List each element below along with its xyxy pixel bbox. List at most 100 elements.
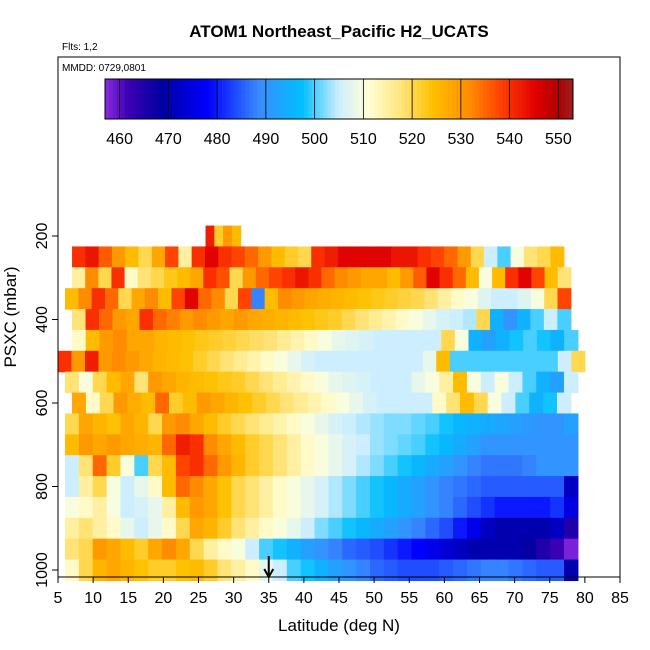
heatmap-cell bbox=[179, 309, 194, 331]
colorbar-tick-label: 470 bbox=[155, 131, 182, 148]
colorbar-swatch bbox=[163, 79, 168, 119]
colorbar-swatch bbox=[565, 79, 570, 119]
heatmap-cell bbox=[92, 559, 108, 582]
heatmap-cell bbox=[162, 455, 177, 477]
heatmap-cell bbox=[179, 350, 194, 373]
heatmap-cell bbox=[363, 392, 378, 415]
heatmap-cell bbox=[425, 476, 440, 498]
heatmap-cell bbox=[480, 496, 496, 519]
heatmap-cell bbox=[508, 538, 524, 561]
heatmap-cell bbox=[124, 267, 139, 289]
heatmap-cell bbox=[351, 246, 366, 268]
heatmap-cell bbox=[217, 434, 232, 456]
colorbar-swatch bbox=[276, 79, 281, 119]
x-tick-label: 55 bbox=[400, 590, 418, 607]
heatmap-cell bbox=[85, 392, 101, 415]
heatmap-cell bbox=[411, 434, 426, 456]
heatmap-cell bbox=[162, 559, 177, 582]
heatmap-cell bbox=[314, 434, 329, 456]
heatmap-cell bbox=[231, 413, 246, 435]
heatmap-cell bbox=[231, 371, 246, 394]
heatmap-cell bbox=[494, 413, 510, 435]
heatmap-cell bbox=[411, 476, 426, 498]
heatmap-cell bbox=[383, 371, 399, 394]
heatmap-cell bbox=[264, 288, 279, 310]
heatmap-cell bbox=[78, 538, 94, 561]
heatmap-cell bbox=[466, 371, 482, 394]
heatmap-cell bbox=[148, 371, 163, 394]
colorbar-swatch bbox=[545, 79, 551, 119]
heatmap-cell bbox=[509, 329, 524, 352]
heatmap-cell bbox=[92, 413, 108, 435]
heatmap-cell bbox=[71, 350, 86, 373]
heatmap-cell bbox=[543, 309, 558, 331]
heatmap-cell bbox=[466, 496, 482, 519]
colorbar-swatch bbox=[518, 79, 523, 119]
heatmap-cell bbox=[251, 288, 266, 310]
colorbar-swatch bbox=[198, 79, 203, 119]
x-tick-label: 80 bbox=[576, 590, 594, 607]
heatmap-cell bbox=[155, 392, 170, 415]
heatmap-cell bbox=[439, 371, 454, 394]
heatmap-cell bbox=[291, 288, 306, 310]
colorbar-swatch bbox=[261, 79, 266, 119]
heatmap-cell bbox=[148, 455, 163, 477]
heatmap-cell bbox=[203, 538, 219, 561]
colorbar-swatch bbox=[420, 79, 426, 119]
heatmap-cell bbox=[342, 434, 357, 456]
heatmap-cell bbox=[125, 350, 140, 373]
heatmap-cell bbox=[383, 496, 399, 519]
heatmap-cell bbox=[85, 267, 99, 289]
heatmap-cell bbox=[231, 246, 246, 268]
heatmap-cell bbox=[314, 309, 329, 331]
heatmap-cell bbox=[78, 559, 94, 582]
heatmap-cell bbox=[203, 455, 219, 477]
heatmap-cell bbox=[152, 309, 168, 331]
colorbar-swatch bbox=[471, 79, 476, 119]
heatmap-cell bbox=[204, 246, 219, 268]
heatmap-cell bbox=[162, 434, 177, 456]
heatmap-cell bbox=[78, 517, 94, 540]
heatmap-cell bbox=[92, 371, 108, 394]
heatmap-cell bbox=[297, 246, 312, 268]
heatmap-cell bbox=[274, 309, 289, 331]
heatmap-cell bbox=[65, 476, 80, 498]
y-tick-label: 800 bbox=[34, 473, 51, 500]
heatmap-cell bbox=[274, 350, 289, 373]
heatmap-cell bbox=[245, 476, 260, 498]
heatmap-cell bbox=[120, 476, 135, 498]
heatmap-cell bbox=[563, 517, 579, 540]
heatmap-cell bbox=[400, 267, 414, 289]
heatmap-cell bbox=[556, 392, 572, 415]
heatmap-cell bbox=[369, 371, 385, 394]
heatmap-cell bbox=[99, 392, 115, 415]
heatmap-cell bbox=[152, 350, 167, 373]
heatmap-cell bbox=[356, 517, 371, 540]
colorbar-swatch bbox=[307, 79, 313, 119]
heatmap-cell bbox=[266, 392, 281, 415]
colorbar-swatch bbox=[381, 79, 387, 119]
heatmap-cell bbox=[203, 496, 219, 519]
heatmap-cell bbox=[425, 413, 440, 435]
heatmap-cell bbox=[439, 538, 454, 561]
heatmap-cell bbox=[293, 392, 309, 415]
heatmap-cell bbox=[178, 246, 193, 268]
heatmap-cell bbox=[260, 350, 275, 373]
heatmap-cell bbox=[91, 288, 106, 310]
heatmap-cell bbox=[120, 496, 135, 519]
colorbar-swatch bbox=[288, 79, 293, 119]
heatmap-cell bbox=[286, 476, 302, 498]
heatmap-cell bbox=[397, 517, 413, 540]
heatmap-cell bbox=[544, 267, 559, 289]
heatmap-cell bbox=[530, 309, 545, 331]
heatmap-cell bbox=[439, 455, 454, 477]
heatmap-cell bbox=[571, 350, 586, 373]
heatmap-cell bbox=[271, 246, 286, 268]
heatmap-cell bbox=[342, 455, 357, 477]
colorbar-swatch bbox=[514, 79, 519, 119]
heatmap-cell bbox=[111, 246, 126, 268]
heatmap-cell bbox=[494, 559, 510, 582]
heatmap-cell bbox=[437, 288, 452, 310]
heatmap-cell bbox=[383, 476, 399, 498]
heatmap-cell bbox=[287, 350, 302, 373]
